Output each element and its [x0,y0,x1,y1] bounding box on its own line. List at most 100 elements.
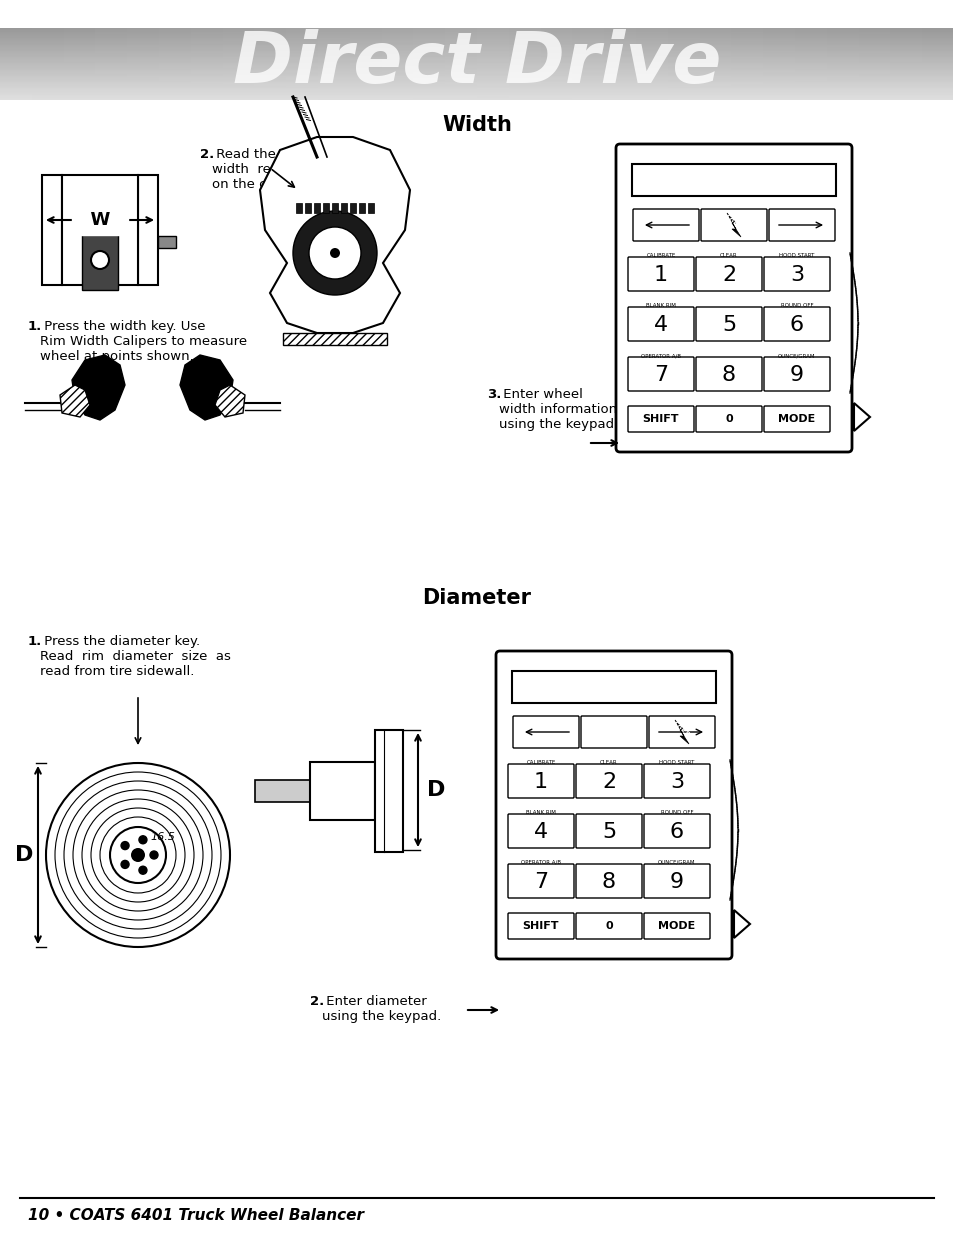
Bar [358,203,365,212]
Text: CLEAR: CLEAR [720,253,737,258]
FancyBboxPatch shape [696,308,761,341]
Bar [922,28,953,100]
FancyBboxPatch shape [696,406,761,432]
Text: 3: 3 [669,772,683,792]
Circle shape [293,211,376,295]
FancyBboxPatch shape [507,864,574,898]
Text: OPERATOR A/B: OPERATOR A/B [520,860,560,864]
FancyBboxPatch shape [696,357,761,391]
Text: SHIFT: SHIFT [522,921,558,931]
Bar [159,28,191,100]
Circle shape [131,848,145,862]
Polygon shape [60,385,90,417]
Bar [323,203,329,212]
Text: 2: 2 [601,772,616,792]
Text: HOOD START: HOOD START [779,253,814,258]
Bar [222,28,254,100]
Text: 3.: 3. [486,388,501,401]
Text: D: D [15,845,33,864]
Text: 1.: 1. [28,635,42,648]
Text: SHIFT: SHIFT [642,414,679,424]
Text: PRESS: PRESS [724,211,744,235]
FancyBboxPatch shape [696,257,761,291]
Text: PRESS: PRESS [672,719,693,741]
FancyBboxPatch shape [633,209,699,241]
Text: Width: Width [441,115,512,135]
FancyBboxPatch shape [616,144,851,452]
Text: 7: 7 [653,366,667,385]
Text: 4: 4 [534,823,547,842]
Polygon shape [71,354,125,420]
Bar [340,203,347,212]
Bar [631,164,835,196]
Text: 6: 6 [789,315,803,335]
Bar [368,203,374,212]
Bar [158,236,175,248]
Circle shape [150,851,158,860]
Text: MODE: MODE [778,414,815,424]
FancyBboxPatch shape [507,913,574,939]
Text: 1.: 1. [28,320,42,333]
Bar [858,28,889,100]
FancyBboxPatch shape [507,814,574,848]
Bar [540,28,572,100]
Bar [314,203,319,212]
Polygon shape [675,720,688,743]
Text: Read the
width  reading
on the calipers.: Read the width reading on the calipers. [212,148,315,191]
Text: 10 • COATS 6401 Truck Wheel Balancer: 10 • COATS 6401 Truck Wheel Balancer [28,1208,364,1223]
Bar [375,730,402,852]
Text: 16.5: 16.5 [150,832,174,842]
Polygon shape [260,137,410,333]
Text: Press the width key. Use
Rim Width Calipers to measure
wheel at points shown.: Press the width key. Use Rim Width Calip… [40,320,247,363]
Polygon shape [726,212,740,237]
Text: Enter diameter
using the keypad.: Enter diameter using the keypad. [322,995,441,1023]
Bar [508,28,540,100]
Text: Direct Drive: Direct Drive [233,30,720,99]
Bar [62,175,138,285]
Text: 3: 3 [789,266,803,285]
Text: HOOD START: HOOD START [659,760,694,764]
Text: OUNCE/GRAM: OUNCE/GRAM [778,353,815,358]
Text: 1: 1 [534,772,547,792]
Circle shape [110,827,166,883]
FancyBboxPatch shape [643,864,709,898]
FancyBboxPatch shape [513,716,578,748]
Bar [889,28,922,100]
Bar [445,28,476,100]
Text: ROUND OFF: ROUND OFF [780,303,813,308]
Bar [826,28,858,100]
Bar [699,28,731,100]
Bar [82,225,118,290]
Text: 8: 8 [721,366,736,385]
Circle shape [309,227,360,279]
FancyBboxPatch shape [700,209,766,241]
Text: 9: 9 [669,872,683,892]
Text: 7: 7 [534,872,547,892]
Bar [636,28,667,100]
FancyBboxPatch shape [763,257,829,291]
Text: 6: 6 [669,823,683,842]
Bar [350,28,381,100]
Bar [191,28,222,100]
Bar [667,28,699,100]
Circle shape [121,841,129,850]
Bar [286,28,317,100]
Bar [381,28,413,100]
Bar [332,203,337,212]
Bar [731,28,762,100]
Bar [127,28,159,100]
Text: Enter wheel
width information
using the keypad.: Enter wheel width information using the … [498,388,618,431]
Text: 8: 8 [601,872,616,892]
Bar [317,28,350,100]
FancyBboxPatch shape [576,913,641,939]
Bar [64,28,95,100]
Bar [254,28,286,100]
Circle shape [91,251,109,269]
Text: 0: 0 [724,414,732,424]
FancyBboxPatch shape [507,764,574,798]
Bar [476,28,508,100]
Bar [572,28,603,100]
FancyBboxPatch shape [763,357,829,391]
Bar [350,203,355,212]
Text: OPERATOR A/B: OPERATOR A/B [640,353,680,358]
